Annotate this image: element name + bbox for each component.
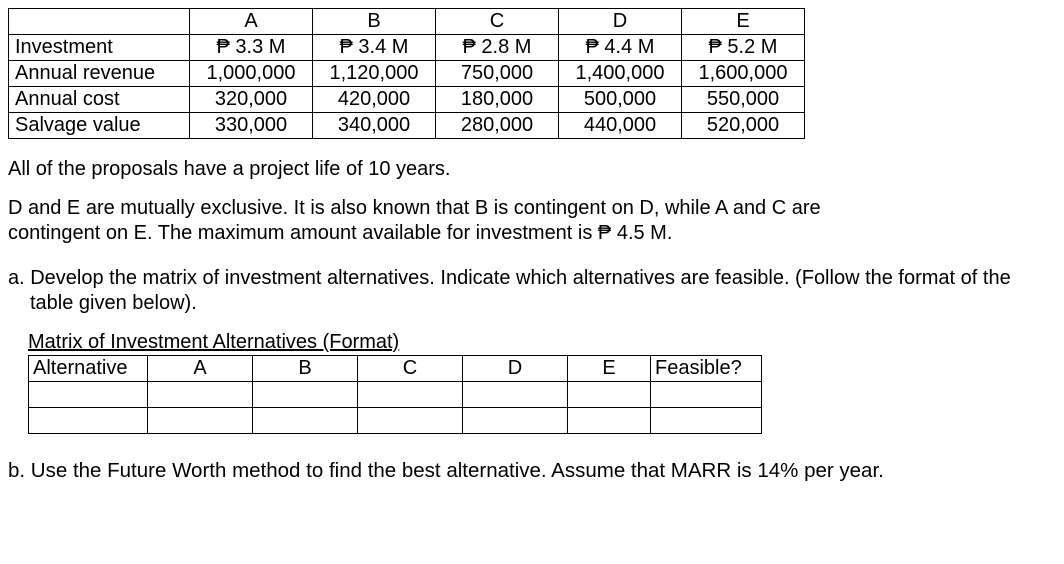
question-b: b. Use the Future Worth method to find t… bbox=[8, 458, 1048, 484]
col-C: C bbox=[436, 9, 559, 35]
cell: ₱ 5.2 M bbox=[682, 35, 805, 61]
col-E: E bbox=[682, 9, 805, 35]
row-cost: Annual cost bbox=[9, 87, 190, 113]
matrix-hdr-feasible: Feasible? bbox=[651, 356, 762, 382]
matrix-hdr-B: B bbox=[253, 356, 358, 382]
col-D: D bbox=[559, 9, 682, 35]
matrix-title: Matrix of Investment Alternatives (Forma… bbox=[28, 330, 1048, 355]
matrix-blank-row bbox=[29, 408, 762, 434]
blank-header bbox=[9, 9, 190, 35]
row-revenue: Annual revenue bbox=[9, 61, 190, 87]
col-B: B bbox=[313, 9, 436, 35]
matrix-hdr-D: D bbox=[463, 356, 568, 382]
row-salvage: Salvage value bbox=[9, 113, 190, 139]
constraints-paragraph: D and E are mutually exclusive. It is al… bbox=[8, 196, 888, 246]
row-investment: Investment bbox=[9, 35, 190, 61]
cell: 330,000 bbox=[190, 113, 313, 139]
matrix-table: Alternative A B C D E Feasible? bbox=[28, 355, 762, 434]
life-paragraph: All of the proposals have a project life… bbox=[8, 157, 1048, 182]
question-a-text: a. Develop the matrix of investment alte… bbox=[8, 266, 1048, 316]
cell: 520,000 bbox=[682, 113, 805, 139]
cell: 320,000 bbox=[190, 87, 313, 113]
cell: 500,000 bbox=[559, 87, 682, 113]
cell: 180,000 bbox=[436, 87, 559, 113]
cell: 1,600,000 bbox=[682, 61, 805, 87]
cell: 750,000 bbox=[436, 61, 559, 87]
cell: 1,400,000 bbox=[559, 61, 682, 87]
cell: 440,000 bbox=[559, 113, 682, 139]
matrix-blank-row bbox=[29, 382, 762, 408]
cell: 420,000 bbox=[313, 87, 436, 113]
cell: 340,000 bbox=[313, 113, 436, 139]
matrix-hdr-A: A bbox=[148, 356, 253, 382]
matrix-hdr-C: C bbox=[358, 356, 463, 382]
proposals-table: A B C D E Investment ₱ 3.3 M ₱ 3.4 M ₱ 2… bbox=[8, 8, 805, 139]
question-a: a. Develop the matrix of investment alte… bbox=[8, 266, 1048, 316]
cell: 280,000 bbox=[436, 113, 559, 139]
cell: 1,000,000 bbox=[190, 61, 313, 87]
cell: ₱ 4.4 M bbox=[559, 35, 682, 61]
cell: ₱ 2.8 M bbox=[436, 35, 559, 61]
col-A: A bbox=[190, 9, 313, 35]
matrix-hdr-alternative: Alternative bbox=[29, 356, 148, 382]
cell: ₱ 3.3 M bbox=[190, 35, 313, 61]
matrix-hdr-E: E bbox=[568, 356, 651, 382]
cell: ₱ 3.4 M bbox=[313, 35, 436, 61]
question-b-text: b. Use the Future Worth method to find t… bbox=[8, 459, 884, 482]
cell: 550,000 bbox=[682, 87, 805, 113]
cell: 1,120,000 bbox=[313, 61, 436, 87]
